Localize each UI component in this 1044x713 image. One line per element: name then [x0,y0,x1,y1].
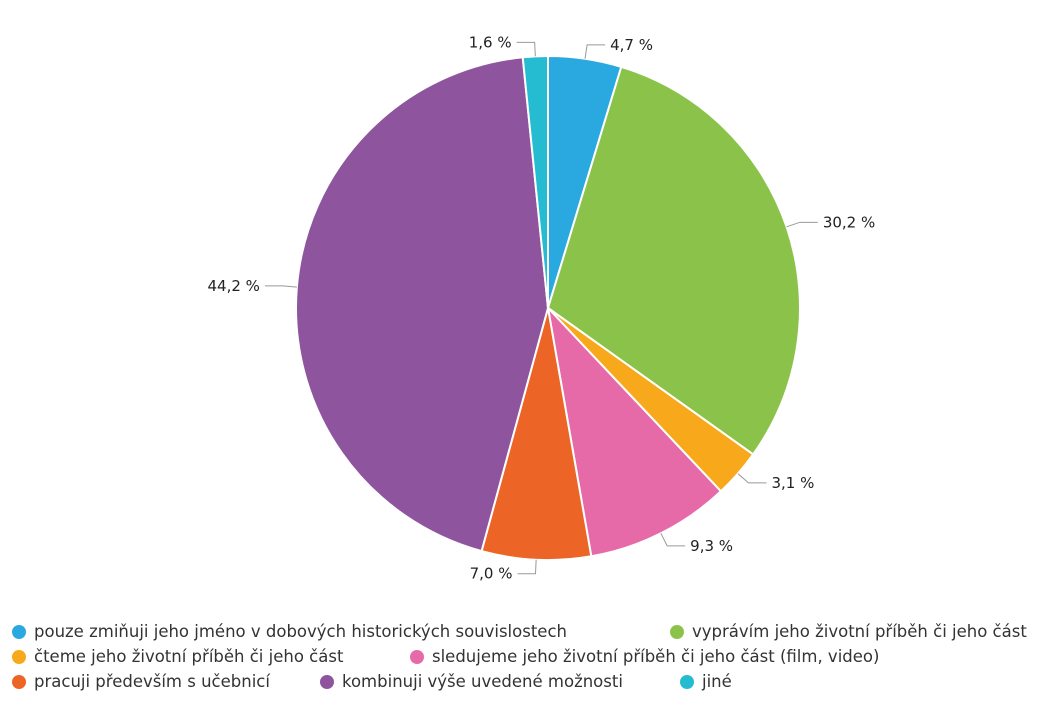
legend-marker [680,674,694,689]
legend-label: pouze zmiňuji jeho jméno v dobových hist… [34,622,567,641]
legend-item-6[interactable]: jiné [680,672,732,691]
legend-label: kombinuji výše uvedené možnosti [342,672,623,691]
data-label-4: 7,0 % [470,565,513,583]
leader-line-2 [737,473,767,484]
legend-label: sledujeme jeho životní příběh či jeho čá… [432,647,880,666]
legend-marker [320,674,334,689]
legend-marker [12,649,26,664]
legend-label: pracuji především s učebnicí [34,672,270,691]
data-label-3: 9,3 % [690,537,733,555]
data-label-5: 44,2 % [207,277,259,295]
legend-item-0[interactable]: pouze zmiňuji jeho jméno v dobových hist… [12,622,567,641]
legend-item-3[interactable]: sledujeme jeho životní příběh či jeho čá… [410,647,879,666]
pie-slice-4 [480,307,593,561]
leader-line-1 [786,221,818,228]
legend-item-5[interactable]: kombinuji výše uvedené možnosti [320,672,623,691]
legend-label: čteme jeho životní příběh či jeho část [34,647,344,666]
data-label-0: 4,7 % [610,36,653,54]
data-label-1: 30,2 % [823,213,875,231]
pie-slice-1 [546,65,801,456]
legend-marker [410,649,424,664]
leader-line-0 [584,44,606,59]
leader-lines [264,41,818,575]
pie-slices [295,54,801,561]
data-label-2: 3,1 % [771,474,814,492]
leader-line-3 [660,533,686,547]
legend-label: vyprávím jeho životní příběh či jeho čás… [692,622,1027,641]
legend-marker [670,624,684,639]
data-label-6: 1,6 % [469,33,512,51]
legend-item-2[interactable]: čteme jeho životní příběh či jeho část [12,647,343,666]
legend-item-4[interactable]: pracuji především s učebnicí [12,672,270,691]
data-labels: 4,7 % 30,2 % 3,1 % 9,3 % 7,0 % 44,2 % 1,6 % [207,33,875,582]
leader-line-6 [516,41,536,57]
pie-chart: 4,7 % 30,2 % 3,1 % 9,3 % 7,0 % 44,2 % 1,6 % [207,33,875,582]
leader-line-4 [517,559,537,575]
legend-item-1[interactable]: vyprávím jeho životní příběh či jeho čás… [670,622,1027,641]
legend-marker [12,624,26,639]
legend-label: jiné [702,672,732,691]
legend-marker [12,674,26,689]
leader-line-5 [264,285,297,288]
pie-slice-5 [295,56,550,553]
